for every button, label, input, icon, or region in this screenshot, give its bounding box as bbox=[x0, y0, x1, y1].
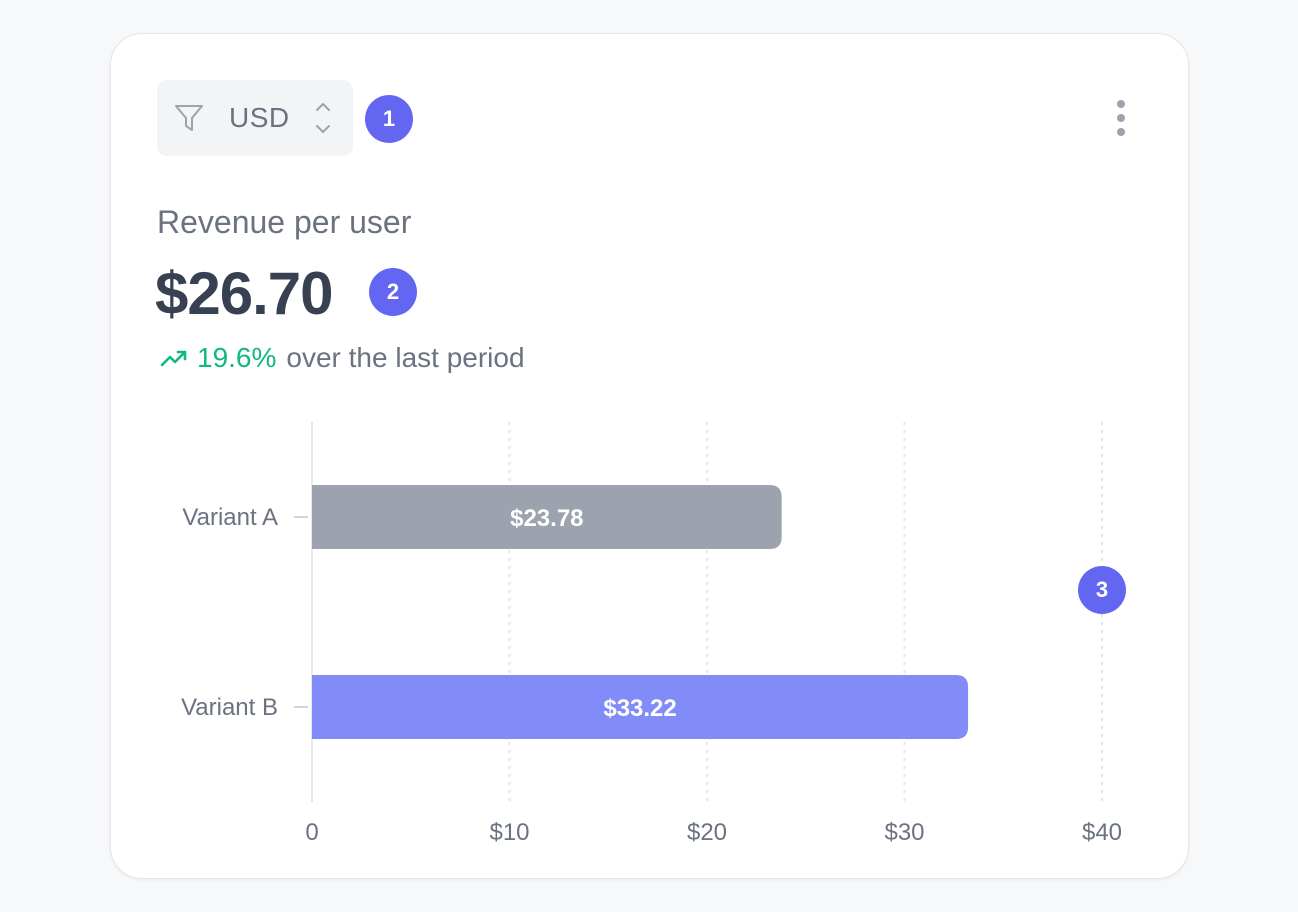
trending-up-icon bbox=[160, 350, 187, 367]
step-badge-3: 3 bbox=[1078, 566, 1126, 614]
revenue-card: USD 1 Revenue per user $26.70 2 19.6% ov… bbox=[110, 33, 1189, 879]
x-tick-label: $30 bbox=[884, 819, 924, 846]
x-tick-label: 0 bbox=[305, 819, 318, 846]
trend-suffix: over the last period bbox=[286, 342, 525, 373]
category-label: Variant A bbox=[182, 504, 278, 531]
x-tick-label: $10 bbox=[489, 819, 529, 846]
trend-indicator: 19.6% over the last period bbox=[159, 342, 525, 374]
more-options-icon[interactable] bbox=[1107, 98, 1135, 138]
bar bbox=[312, 485, 782, 549]
step-badge-1: 1 bbox=[365, 95, 413, 143]
currency-value: USD bbox=[229, 102, 290, 133]
step-badge-2: 2 bbox=[369, 268, 417, 316]
trend-percent: 19.6% bbox=[197, 342, 277, 373]
chevron-up-down-icon bbox=[316, 103, 330, 133]
filter-icon bbox=[175, 105, 203, 131]
metric-value: $26.70 bbox=[155, 260, 334, 327]
value-label: $23.78 bbox=[510, 505, 583, 532]
value-label: $33.22 bbox=[603, 695, 676, 722]
category-label: Variant B bbox=[181, 694, 278, 721]
metric-label: Revenue per user bbox=[157, 204, 412, 240]
x-tick-label: $40 bbox=[1082, 819, 1122, 846]
currency-select[interactable]: USD bbox=[157, 80, 353, 156]
x-tick-label: $20 bbox=[687, 819, 727, 846]
revenue-bar-chart: 0 $10 $20 $30 $40 Variant A $23.78 Variant B $33… bbox=[181, 422, 1122, 846]
bar bbox=[312, 675, 969, 739]
